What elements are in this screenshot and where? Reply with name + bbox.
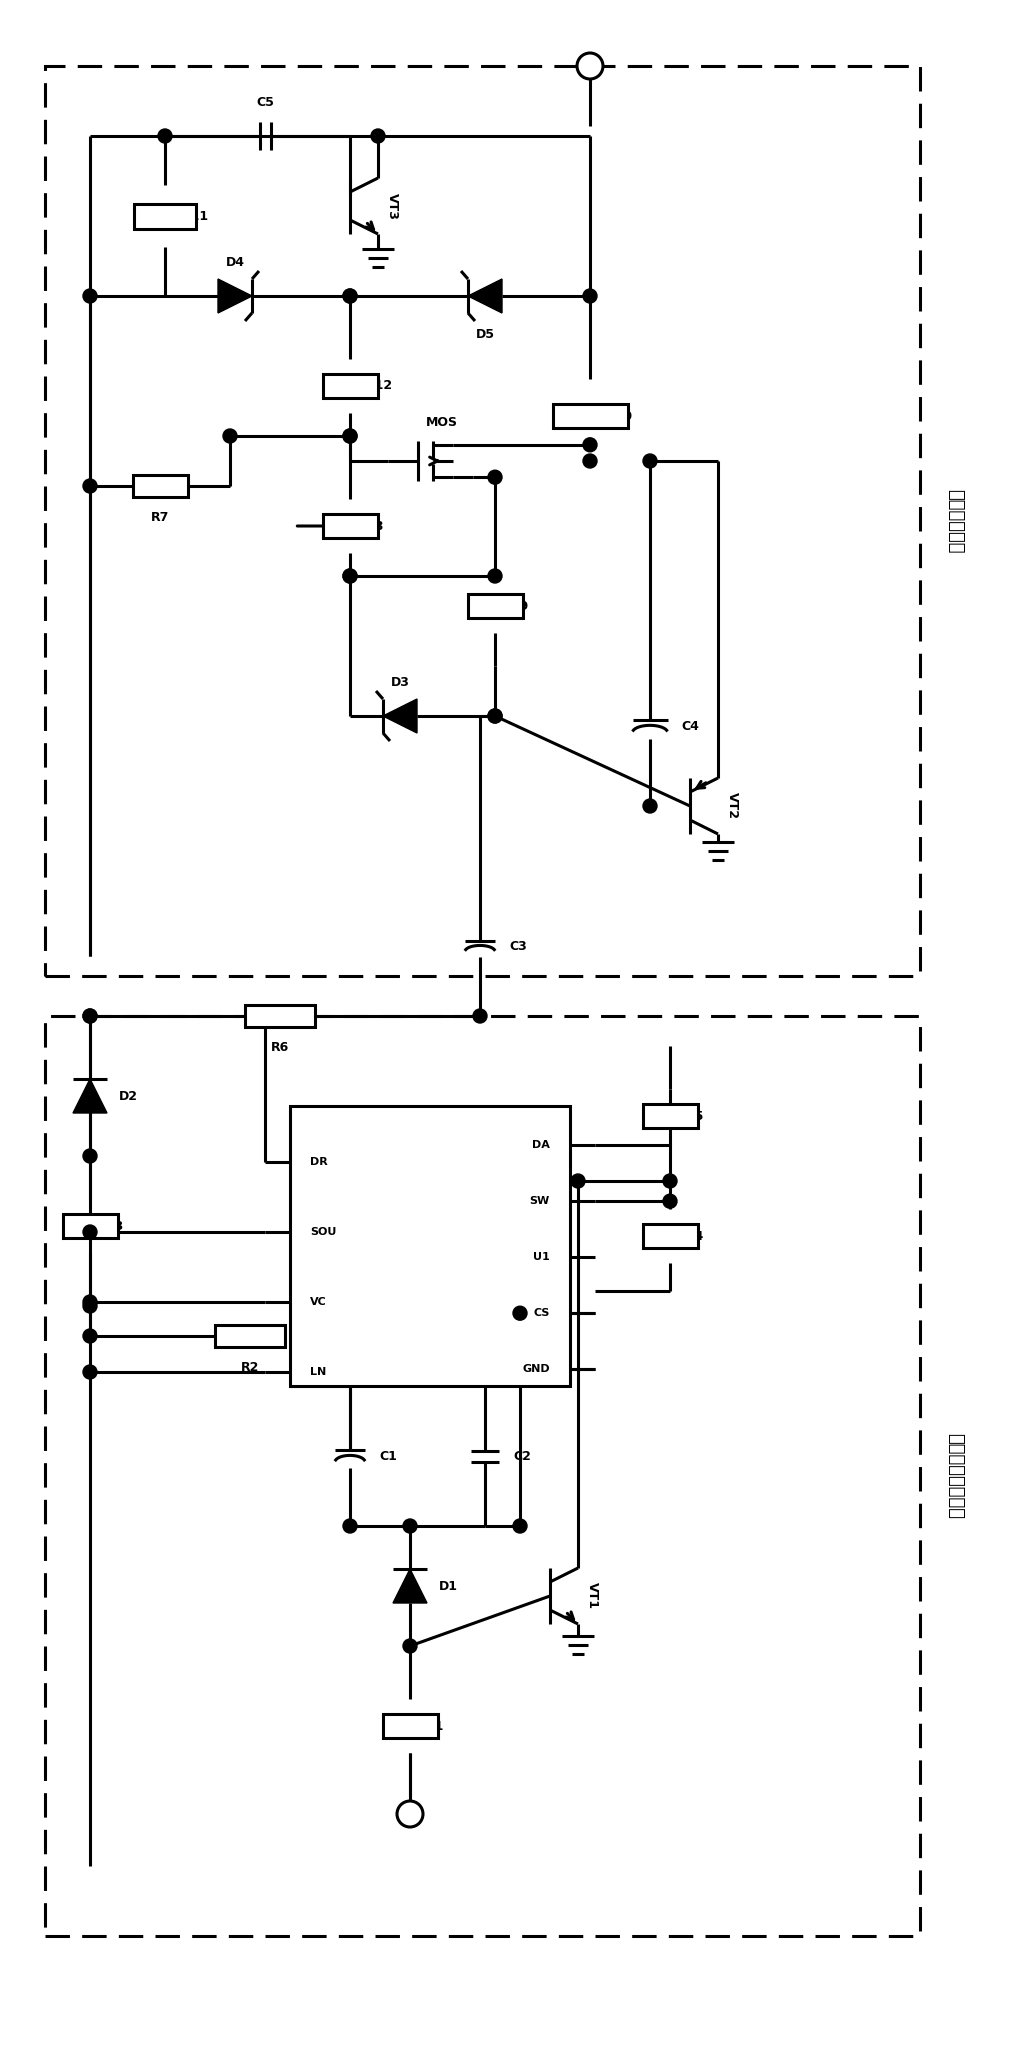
Text: CS: CS — [534, 1307, 550, 1318]
Bar — [552, 403, 627, 428]
Circle shape — [488, 710, 502, 722]
Bar — [63, 1213, 118, 1238]
Circle shape — [397, 1800, 423, 1827]
Circle shape — [158, 129, 172, 143]
Text: R2: R2 — [241, 1361, 259, 1375]
Text: SOU: SOU — [310, 1228, 336, 1238]
Bar — [322, 514, 378, 538]
Circle shape — [488, 710, 502, 722]
Text: C2: C2 — [513, 1449, 531, 1463]
Circle shape — [83, 1009, 97, 1023]
Text: R3: R3 — [106, 1219, 125, 1232]
Circle shape — [403, 1639, 417, 1653]
Circle shape — [83, 1365, 97, 1379]
Text: C3: C3 — [509, 939, 527, 953]
Text: D1: D1 — [439, 1580, 458, 1592]
Circle shape — [343, 430, 357, 444]
Text: R9: R9 — [511, 599, 529, 612]
Text: U1: U1 — [533, 1252, 550, 1262]
Text: 图像信号转换电路: 图像信号转换电路 — [946, 1432, 964, 1518]
Circle shape — [643, 454, 657, 469]
Circle shape — [583, 288, 597, 303]
Bar — [290, 1107, 570, 1385]
Circle shape — [343, 288, 357, 303]
Circle shape — [643, 800, 657, 812]
Text: DR: DR — [310, 1156, 328, 1166]
Bar — [245, 1005, 315, 1027]
Bar — [383, 1715, 438, 1737]
Text: SW: SW — [530, 1197, 550, 1207]
Circle shape — [571, 1174, 585, 1189]
Polygon shape — [218, 278, 252, 313]
Circle shape — [343, 288, 357, 303]
Text: C5: C5 — [256, 96, 274, 108]
Circle shape — [83, 1150, 97, 1162]
Text: DA: DA — [532, 1140, 550, 1150]
Text: D3: D3 — [391, 675, 409, 690]
Text: VT3: VT3 — [386, 192, 399, 219]
Text: R5: R5 — [686, 1109, 704, 1123]
Circle shape — [83, 1009, 97, 1023]
Polygon shape — [73, 1078, 107, 1113]
Circle shape — [223, 430, 237, 444]
Text: R11: R11 — [182, 209, 209, 223]
Circle shape — [488, 569, 502, 583]
Text: VC: VC — [310, 1297, 327, 1307]
Text: R1: R1 — [426, 1719, 445, 1733]
Circle shape — [583, 438, 597, 452]
Polygon shape — [383, 700, 417, 732]
Circle shape — [83, 1226, 97, 1240]
Bar — [45, 65, 920, 976]
Bar — [642, 1224, 698, 1248]
Circle shape — [583, 454, 597, 469]
Text: R10: R10 — [606, 409, 633, 424]
Polygon shape — [468, 278, 502, 313]
Circle shape — [663, 1174, 677, 1189]
Bar — [133, 475, 187, 497]
Text: D5: D5 — [475, 327, 494, 342]
Circle shape — [343, 430, 357, 444]
Text: R7: R7 — [151, 512, 169, 524]
Bar — [468, 593, 523, 618]
Text: MOS: MOS — [426, 415, 458, 430]
Bar — [642, 1105, 698, 1127]
Text: VT2: VT2 — [726, 792, 739, 820]
Text: GND: GND — [523, 1365, 550, 1375]
Bar — [45, 1017, 920, 1936]
Text: R6: R6 — [270, 1041, 289, 1054]
Circle shape — [83, 479, 97, 493]
Text: R12: R12 — [366, 379, 393, 393]
Circle shape — [473, 1009, 487, 1023]
Text: D4: D4 — [226, 256, 244, 268]
Circle shape — [371, 129, 385, 143]
Circle shape — [83, 1299, 97, 1314]
Polygon shape — [393, 1569, 427, 1602]
Bar — [322, 374, 378, 399]
Text: C4: C4 — [682, 720, 699, 732]
Text: VT1: VT1 — [586, 1582, 599, 1610]
Text: C1: C1 — [379, 1449, 397, 1463]
Bar — [134, 203, 196, 229]
Circle shape — [83, 1295, 97, 1309]
Circle shape — [403, 1518, 417, 1532]
Circle shape — [83, 1330, 97, 1342]
Circle shape — [488, 471, 502, 485]
Circle shape — [663, 1195, 677, 1209]
Circle shape — [513, 1305, 527, 1320]
Circle shape — [577, 53, 603, 80]
Text: D2: D2 — [119, 1091, 138, 1103]
Circle shape — [513, 1518, 527, 1532]
Text: 可变增益电路: 可变增益电路 — [946, 489, 964, 552]
Circle shape — [343, 569, 357, 583]
Text: R8: R8 — [366, 520, 384, 532]
Bar — [215, 1326, 285, 1346]
Circle shape — [343, 569, 357, 583]
Circle shape — [343, 1518, 357, 1532]
Text: R4: R4 — [686, 1230, 704, 1242]
Text: LN: LN — [310, 1367, 326, 1377]
Circle shape — [83, 288, 97, 303]
